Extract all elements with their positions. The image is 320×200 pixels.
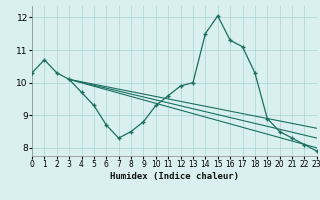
X-axis label: Humidex (Indice chaleur): Humidex (Indice chaleur) — [110, 172, 239, 181]
